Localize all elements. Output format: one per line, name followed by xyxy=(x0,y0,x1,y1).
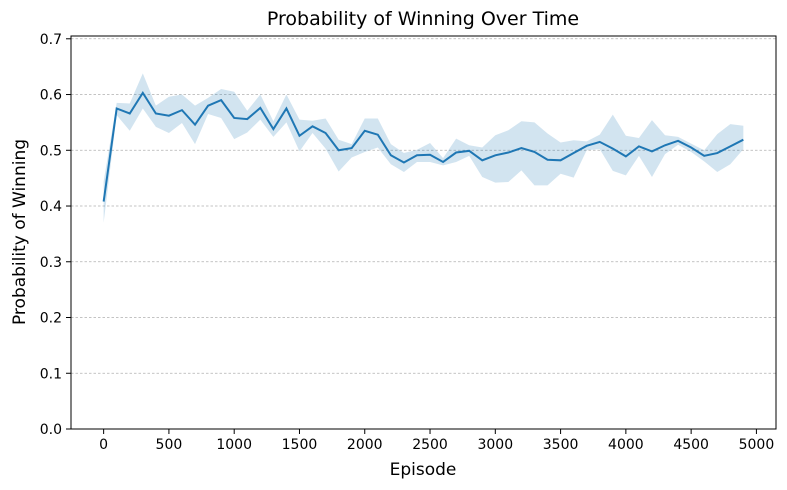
chart-title: Probability of Winning Over Time xyxy=(267,8,579,30)
x-tick-label: 3000 xyxy=(477,437,513,453)
x-tick-label: 500 xyxy=(156,437,183,453)
x-tick-label: 1500 xyxy=(282,437,318,453)
y-tick-label: 0.3 xyxy=(40,255,62,271)
x-tick-label: 2000 xyxy=(347,437,383,453)
y-axis: 0.0 0.1 0.2 0.3 0.4 0.5 0.6 0.7 xyxy=(40,32,71,438)
y-tick-label: 0.0 xyxy=(40,422,62,438)
y-tick-label: 0.5 xyxy=(40,143,62,159)
plot-frame xyxy=(70,35,777,430)
x-tick-label: 3500 xyxy=(543,437,579,453)
grid-lines xyxy=(71,38,776,430)
confidence-band xyxy=(103,73,744,223)
series-line xyxy=(102,90,744,202)
y-tick-label: 0.6 xyxy=(40,88,62,104)
x-tick-label: 0 xyxy=(99,437,108,453)
y-axis-label: Probability of Winning xyxy=(10,139,30,325)
x-tick-label: 5000 xyxy=(739,437,775,453)
y-tick-label: 0.7 xyxy=(40,32,62,48)
x-tick-label: 4000 xyxy=(608,437,644,453)
y-tick-label: 0.1 xyxy=(40,366,62,382)
x-tick-label: 1000 xyxy=(216,437,252,453)
x-axis-label: Episode xyxy=(390,460,457,480)
y-tick-label: 0.4 xyxy=(40,199,62,215)
y-tick-label: 0.2 xyxy=(40,311,62,327)
x-tick-label: 4500 xyxy=(673,437,709,453)
x-tick-label: 2500 xyxy=(412,437,448,453)
x-axis: 0 500 1000 1500 2000 2500 3000 3500 4000 4500 5000 xyxy=(99,429,774,453)
